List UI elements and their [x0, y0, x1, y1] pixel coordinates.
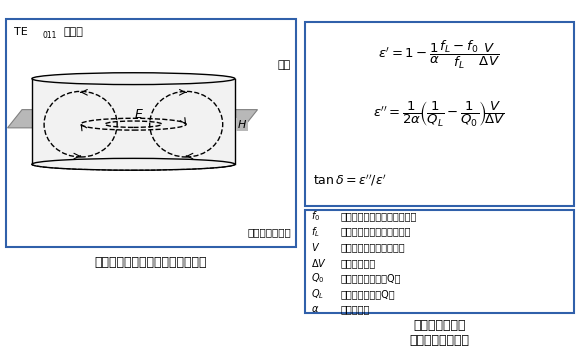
Text: 誘電率の算出式
（摂動法の場合）: 誘電率の算出式 （摂動法の場合） — [409, 320, 469, 347]
Text: 試料: 試料 — [278, 60, 291, 69]
Text: $\alpha$: $\alpha$ — [311, 304, 320, 314]
Text: $Q_L$: $Q_L$ — [311, 287, 324, 301]
Text: $\varepsilon'=1-\dfrac{1}{\alpha}\dfrac{f_L-f_0}{f_L}\dfrac{V}{\Delta V}$: $\varepsilon'=1-\dfrac{1}{\alpha}\dfrac{… — [378, 39, 501, 71]
Bar — [304, 210, 574, 313]
Text: ：円筒空胴共振器の体積: ：円筒空胴共振器の体積 — [340, 242, 405, 252]
Text: ：摂動定数: ：摂動定数 — [340, 304, 370, 314]
Text: $f_0$: $f_0$ — [311, 209, 321, 223]
Text: 共振器内部の電磁界と試料の形状: 共振器内部の電磁界と試料の形状 — [95, 256, 207, 269]
Text: $\tan\delta=\varepsilon''/\varepsilon'$: $\tan\delta=\varepsilon''/\varepsilon'$ — [313, 172, 387, 188]
Bar — [6, 19, 296, 247]
Text: $Q_0$: $Q_0$ — [311, 271, 325, 285]
Text: モード: モード — [64, 27, 84, 37]
Text: $E$: $E$ — [134, 108, 144, 121]
Text: TE: TE — [14, 27, 28, 37]
Text: ：試料未挿入時のQ値: ：試料未挿入時のQ値 — [340, 273, 401, 283]
Text: $f_L$: $f_L$ — [311, 225, 320, 238]
Text: $\varepsilon''=\dfrac{1}{2\alpha}\!\left(\dfrac{1}{Q_L}-\dfrac{1}{Q_0}\right)\!\: $\varepsilon''=\dfrac{1}{2\alpha}\!\left… — [373, 99, 506, 128]
Text: $H$: $H$ — [237, 118, 247, 130]
Ellipse shape — [32, 73, 235, 85]
Text: ：試料挿入時の共振周波数: ：試料挿入時の共振周波数 — [340, 227, 411, 237]
Bar — [304, 22, 574, 206]
Text: 011: 011 — [43, 31, 57, 40]
Text: 円筒空胴共振器: 円筒空胴共振器 — [248, 227, 291, 237]
Text: $V$: $V$ — [311, 241, 321, 253]
Text: $\Delta V$: $\Delta V$ — [311, 257, 327, 269]
Ellipse shape — [32, 158, 235, 170]
Text: ：試料の体積: ：試料の体積 — [340, 258, 376, 268]
Text: ：試料挿入時のQ値: ：試料挿入時のQ値 — [340, 289, 395, 299]
Polygon shape — [8, 110, 258, 128]
Polygon shape — [32, 79, 235, 164]
Text: ：試料未挿入時の共振周波数: ：試料未挿入時の共振周波数 — [340, 211, 417, 221]
